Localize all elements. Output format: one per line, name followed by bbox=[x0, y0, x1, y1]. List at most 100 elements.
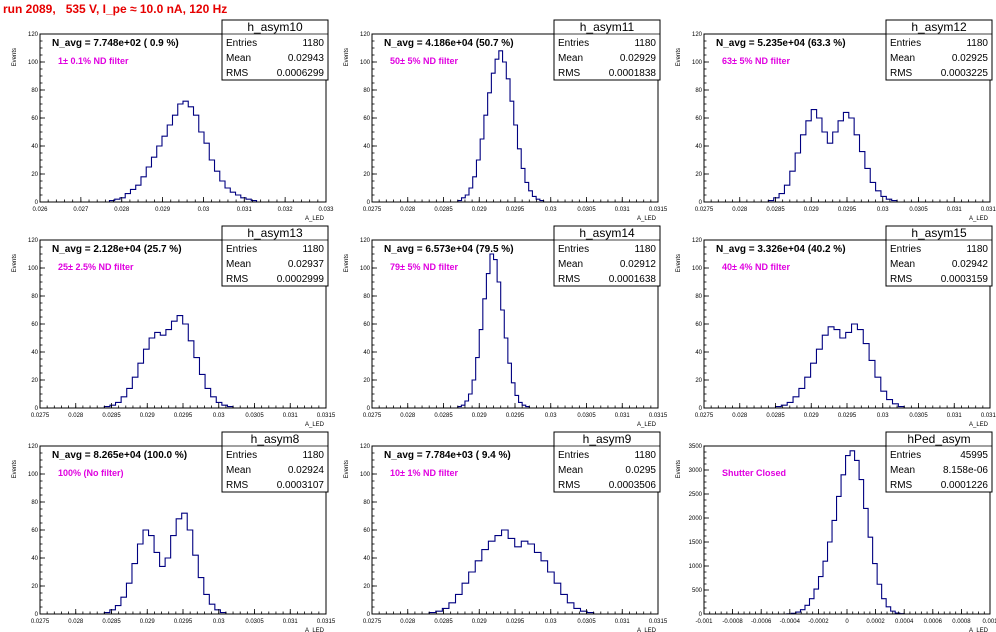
stats-title: h_asym11 bbox=[580, 20, 635, 34]
stat-value-rms: 0.0002999 bbox=[277, 274, 325, 285]
stats-title: h_asym13 bbox=[247, 226, 303, 240]
stat-label-rms: RMS bbox=[226, 68, 249, 79]
x-axis-label: A_LED bbox=[637, 216, 657, 222]
x-tick-label: 0.033 bbox=[318, 207, 334, 213]
histogram-panel-h_asym11: 0.0275 0.028 0.0285 0.029 0.0295 0.03 0.0305 0.… bbox=[332, 19, 668, 222]
y-tick-label: 60 bbox=[363, 322, 370, 328]
x-tick-label: 0.0275 bbox=[363, 619, 382, 625]
histogram-line bbox=[782, 450, 909, 615]
stat-label-rms: RMS bbox=[890, 68, 913, 79]
y-tick-label: 120 bbox=[28, 238, 39, 244]
stats-title: h_asym12 bbox=[911, 20, 967, 34]
x-tick-label: 0.0305 bbox=[245, 619, 264, 625]
x-tick-label: 0.03 bbox=[545, 619, 557, 625]
x-tick-label: 0.03 bbox=[545, 413, 557, 419]
stat-value-rms: 0.0001638 bbox=[609, 274, 657, 285]
y-tick-label: 120 bbox=[360, 32, 371, 38]
histogram-svg: 0.0275 0.028 0.0285 0.029 0.0295 0.03 0.0305 0.… bbox=[676, 225, 996, 428]
x-tick-label: 0.0295 bbox=[506, 207, 525, 213]
stats-box: h_asym12 Entries 1180 Mean 0.02925 RMS 0.00032… bbox=[885, 19, 993, 81]
n-avg-annotation: N_avg = 3.326e+04 (40.2 %) bbox=[716, 244, 846, 255]
x-tick-label: 0.03 bbox=[545, 207, 557, 213]
x-tick-label: 0.029 bbox=[472, 619, 488, 625]
x-tick-label: 0.031 bbox=[237, 207, 253, 213]
stat-value-mean: 0.02937 bbox=[288, 259, 325, 270]
y-tick-label: 100 bbox=[692, 266, 703, 272]
filter-label: Shutter Closed bbox=[722, 468, 786, 478]
y-tick-label: 20 bbox=[31, 378, 38, 384]
y-tick-label: 20 bbox=[31, 172, 38, 178]
y-tick-label: 80 bbox=[363, 88, 370, 94]
stat-label-rms: RMS bbox=[558, 68, 581, 79]
y-tick-label: 100 bbox=[28, 472, 39, 478]
y-tick-label: 3500 bbox=[689, 444, 703, 450]
y-tick-label: 60 bbox=[695, 116, 702, 122]
stats-title: hPed_asym bbox=[907, 432, 970, 446]
histogram-line bbox=[454, 50, 548, 203]
y-axis-label: Events bbox=[676, 48, 682, 66]
y-axis-label: Events bbox=[12, 48, 18, 66]
n-avg-annotation: N_avg = 8.265e+04 (100.0 %) bbox=[52, 450, 187, 461]
filter-label: 79± 5% ND filter bbox=[390, 262, 458, 272]
stat-label-mean: Mean bbox=[558, 53, 583, 64]
x-tick-label: 0 bbox=[845, 619, 849, 625]
x-tick-label: -0.001 bbox=[695, 619, 713, 625]
stat-label-mean: Mean bbox=[226, 53, 251, 64]
stats-box: h_asym11 Entries 1180 Mean 0.02929 RMS 0.00018… bbox=[553, 19, 661, 81]
x-tick-label: 0.032 bbox=[278, 207, 294, 213]
stat-value-rms: 0.0001838 bbox=[609, 68, 657, 79]
x-tick-label: 0.0004 bbox=[895, 619, 914, 625]
x-tick-label: 0.03 bbox=[198, 207, 210, 213]
y-tick-label: 100 bbox=[360, 472, 371, 478]
x-tick-label: 0.0008 bbox=[952, 619, 971, 625]
histogram-panel-h_asym9: 0.0275 0.028 0.0285 0.029 0.0295 0.03 0.0305 0.… bbox=[332, 431, 668, 632]
y-tick-label: 100 bbox=[28, 60, 39, 66]
y-tick-label: 20 bbox=[31, 584, 38, 590]
stat-label-rms: RMS bbox=[226, 480, 249, 491]
y-tick-label: 80 bbox=[31, 88, 38, 94]
y-tick-label: 120 bbox=[360, 238, 371, 244]
y-tick-label: 120 bbox=[692, 238, 703, 244]
stat-label-entries: Entries bbox=[226, 244, 257, 255]
y-axis-label: Events bbox=[12, 460, 18, 478]
y-tick-label: 40 bbox=[363, 350, 370, 356]
histogram-svg: 0.0275 0.028 0.0285 0.029 0.0295 0.03 0.0305 0.… bbox=[676, 19, 996, 222]
stat-label-entries: Entries bbox=[558, 244, 589, 255]
stats-box: h_asym8 Entries 1180 Mean 0.02924 RMS 0.000310… bbox=[221, 431, 329, 493]
histogram-line bbox=[454, 253, 533, 409]
histogram-svg: 0.026 0.027 0.028 0.029 0.03 0.031 0.032 0.033 0… bbox=[12, 19, 334, 222]
histogram-line bbox=[98, 315, 239, 409]
x-tick-label: 0.0006 bbox=[924, 619, 943, 625]
x-tick-label: 0.029 bbox=[804, 413, 820, 419]
x-tick-label: 0.0295 bbox=[506, 619, 525, 625]
y-tick-label: 1000 bbox=[689, 564, 703, 570]
x-tick-label: 0.031 bbox=[947, 413, 963, 419]
filter-label: 25± 2.5% ND filter bbox=[58, 262, 134, 272]
histogram-panel-h_asym14: 0.0275 0.028 0.0285 0.029 0.0295 0.03 0.0305 0.… bbox=[332, 225, 668, 428]
y-tick-label: 0 bbox=[367, 406, 371, 412]
stat-value-entries: 45995 bbox=[960, 450, 988, 461]
x-axis-label: A_LED bbox=[969, 216, 989, 222]
stat-label-mean: Mean bbox=[558, 259, 583, 270]
histogram-panel-h_asym10: 0.026 0.027 0.028 0.029 0.03 0.031 0.032 0.033 0… bbox=[0, 19, 334, 222]
histogram-panel-hPed_asym: -0.001 -0.0008 -0.0006 -0.0004 -0.0002 0 0.000… bbox=[664, 431, 996, 632]
y-tick-label: 60 bbox=[31, 322, 38, 328]
stat-label-rms: RMS bbox=[558, 274, 581, 285]
x-tick-label: 0.031 bbox=[615, 619, 631, 625]
stat-value-rms: 0.0003107 bbox=[277, 480, 325, 491]
stat-value-entries: 1180 bbox=[966, 244, 988, 255]
x-tick-label: 0.03 bbox=[213, 619, 225, 625]
stat-value-entries: 1180 bbox=[634, 38, 656, 49]
stat-value-entries: 1180 bbox=[302, 244, 324, 255]
x-tick-label: 0.0275 bbox=[363, 207, 382, 213]
y-tick-label: 80 bbox=[695, 294, 702, 300]
stats-title: h_asym15 bbox=[911, 226, 967, 240]
y-tick-label: 100 bbox=[692, 60, 703, 66]
y-tick-label: 40 bbox=[31, 556, 38, 562]
y-tick-label: 500 bbox=[692, 588, 703, 594]
stat-value-mean: 0.02942 bbox=[952, 259, 989, 270]
x-tick-label: 0.029 bbox=[155, 207, 171, 213]
stat-value-entries: 1180 bbox=[302, 38, 324, 49]
x-tick-label: 0.03 bbox=[213, 413, 225, 419]
y-tick-label: 80 bbox=[31, 294, 38, 300]
